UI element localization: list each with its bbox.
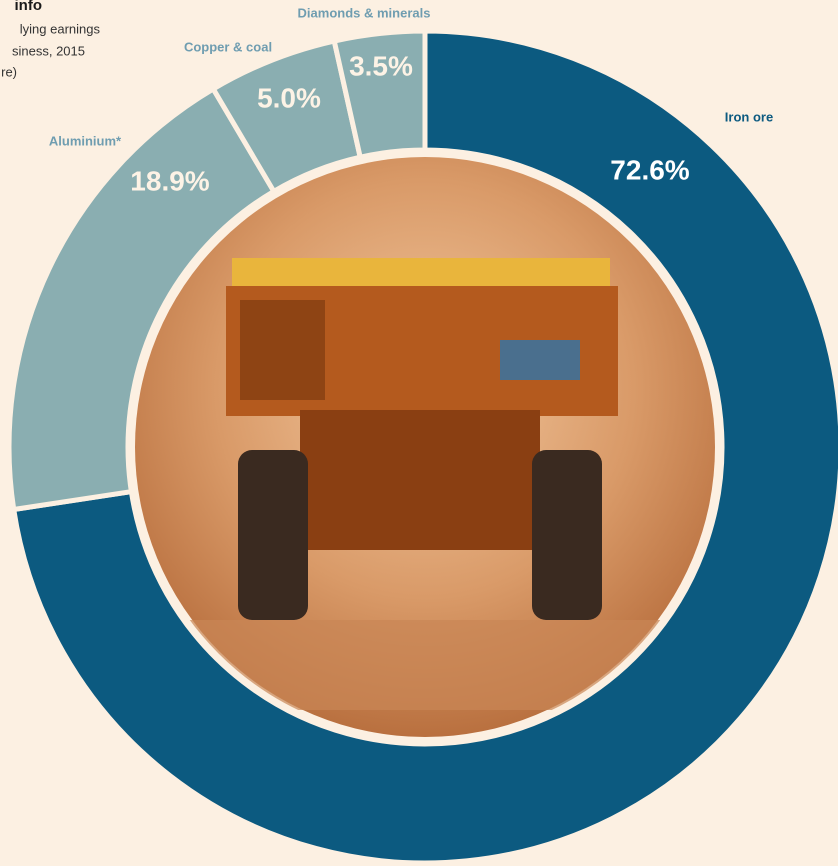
photo <box>135 157 715 737</box>
chart-title: info <box>15 0 43 14</box>
category-label: Diamonds & minerals <box>298 5 431 20</box>
category-label: Aluminium* <box>49 133 122 148</box>
inner-ring <box>127 149 723 745</box>
chart-subtitle: siness, 2015 <box>12 43 85 58</box>
value-label: 5.0% <box>257 82 321 113</box>
value-label: 72.6% <box>610 154 689 185</box>
category-label: Copper & coal <box>184 39 272 54</box>
category-label: Iron ore <box>725 109 773 124</box>
value-label: 3.5% <box>349 50 413 81</box>
chart-subtitle: re) <box>1 64 17 79</box>
value-label: 18.9% <box>130 165 209 196</box>
chart-subtitle: lying earnings <box>20 21 101 36</box>
